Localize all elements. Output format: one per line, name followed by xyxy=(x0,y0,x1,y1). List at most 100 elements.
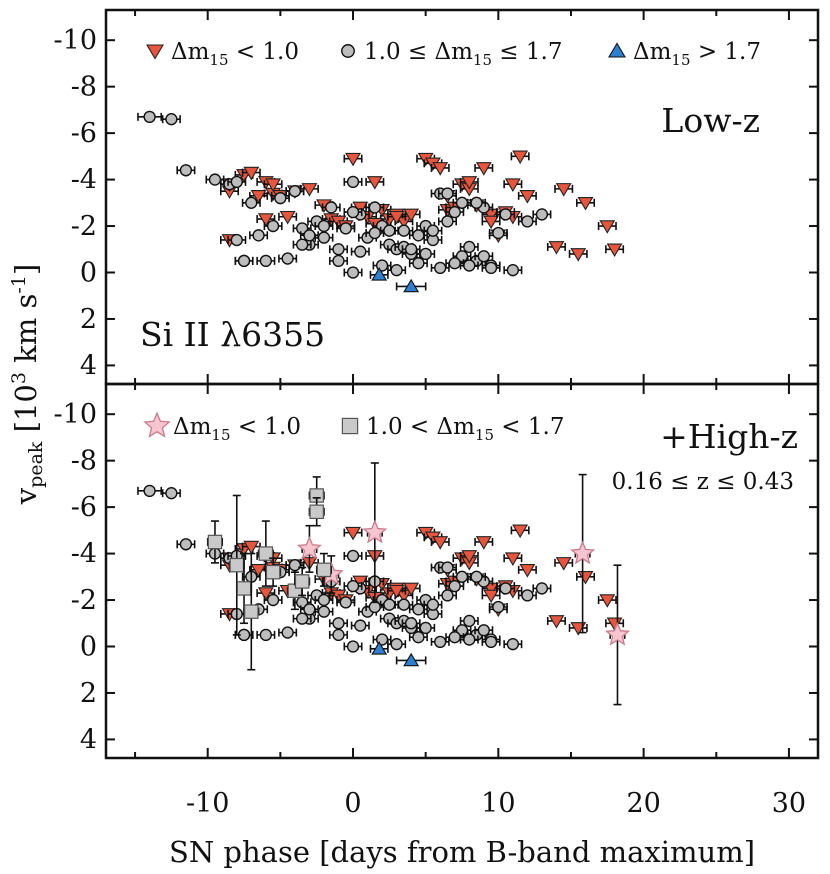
point-triangle-down xyxy=(504,178,521,192)
y-axis-units-exponent: 3 xyxy=(8,372,30,384)
point-circle xyxy=(434,261,447,275)
point-circle xyxy=(441,589,454,602)
legend-top: Δm15 < 1.0 1.0 ≤ Δm15 ≤ 1.7 Δm15 > 1.7 xyxy=(146,39,761,69)
point-circle xyxy=(230,175,243,189)
point-square xyxy=(207,534,223,550)
point-circle xyxy=(237,254,251,268)
point-triangle-down xyxy=(548,615,565,629)
point-circle xyxy=(448,257,461,270)
legend-marker-triangle-down xyxy=(146,44,164,60)
y-tick-label: -6 xyxy=(71,492,97,523)
point-triangle-down xyxy=(461,176,478,190)
y-tick-label: -8 xyxy=(71,446,97,477)
y-tick-label: 2 xyxy=(80,678,97,709)
y-tick-label: -10 xyxy=(54,399,97,430)
point-circle xyxy=(266,219,280,233)
point-circle xyxy=(404,243,418,256)
point-circle xyxy=(397,598,411,611)
point-triangle-down xyxy=(257,587,274,601)
point-circle xyxy=(143,484,156,498)
point-circle xyxy=(477,250,490,263)
point-circle xyxy=(296,222,309,235)
point-square xyxy=(236,581,252,596)
point-circle xyxy=(317,605,331,618)
point-triangle-down xyxy=(555,557,572,571)
y-tick-label: 0 xyxy=(80,631,97,662)
y-tick-label: -10 xyxy=(54,25,97,56)
point-circle xyxy=(441,187,454,200)
data-points-top xyxy=(137,110,625,293)
legend-label-subscript: 15 xyxy=(209,51,228,69)
point-triangle-down xyxy=(519,564,536,578)
point-circle xyxy=(535,208,549,221)
point-triangle-down xyxy=(250,190,267,204)
y-axis-units-prefix: [10 xyxy=(9,384,43,441)
y-tick-label: 4 xyxy=(80,350,97,381)
x-tick-labels: -10 0 10 20 30 xyxy=(186,788,806,819)
y-tick-label: -4 xyxy=(71,539,97,570)
point-circle xyxy=(296,596,309,609)
point-circle xyxy=(390,638,403,651)
point-circle xyxy=(441,561,454,574)
legend-label-symbol: Δm xyxy=(434,39,473,65)
point-circle xyxy=(332,254,345,268)
y-axis-title: vpeak [103 km s-1] xyxy=(8,264,47,505)
point-circle xyxy=(448,205,461,219)
point-triangle-down xyxy=(301,183,318,197)
point-circle xyxy=(426,598,440,611)
point-circle xyxy=(259,254,272,268)
x-tick-label: 0 xyxy=(344,788,361,819)
legend-label-rest: ≤ 1.7 xyxy=(492,39,562,65)
panel-label-high-z: +High-z xyxy=(660,417,798,456)
y-tick-label: 2 xyxy=(80,304,97,335)
point-circle xyxy=(419,621,432,635)
point-square xyxy=(309,504,324,520)
x-tick-label: 20 xyxy=(626,788,660,819)
point-circle xyxy=(281,252,294,265)
point-circle xyxy=(463,614,476,628)
legend-label-rest: < 1.0 xyxy=(229,39,299,65)
point-circle xyxy=(470,570,483,583)
point-triangle-down xyxy=(599,594,616,608)
legend-label-subscript: 15 xyxy=(475,426,494,444)
x-axis-title: SN phase [days from B-band maximum] xyxy=(169,835,755,869)
point-star xyxy=(362,519,388,544)
point-circle xyxy=(477,624,490,637)
point-square xyxy=(265,564,281,580)
point-circle xyxy=(463,633,476,646)
y-axis-units-suffix: ] xyxy=(9,264,43,275)
point-square xyxy=(294,574,310,589)
point-circle xyxy=(383,224,396,237)
legend-label-rest: < 1.0 xyxy=(231,414,301,440)
legend-label-rest: < 1.7 xyxy=(494,414,564,440)
legend-label: Δm15 < 1.0 xyxy=(173,414,301,444)
point-triangle-down xyxy=(243,540,260,555)
point-circle xyxy=(535,582,549,595)
point-circle xyxy=(296,238,309,251)
point-circle xyxy=(368,600,381,614)
point-circle xyxy=(303,603,316,616)
point-triangle-down xyxy=(512,150,529,165)
point-circle xyxy=(179,538,193,551)
point-square xyxy=(244,604,259,619)
point-circle xyxy=(346,205,360,219)
point-triangle-down xyxy=(599,220,616,234)
point-triangle-down xyxy=(403,208,420,223)
point-circle xyxy=(230,233,243,247)
point-triangle-down xyxy=(475,162,492,176)
point-circle xyxy=(317,219,331,233)
legend-label-prefix: 1.0 < xyxy=(366,414,436,440)
tick-group-bottom: -10 -8 -6 -4 -2 0 2 4 xyxy=(54,384,818,758)
point-circle xyxy=(325,201,338,214)
point-triangle-down xyxy=(548,241,565,255)
point-triangle-down xyxy=(483,215,500,230)
line-label: Si II λ6355 xyxy=(140,315,325,354)
point-circle xyxy=(484,635,498,649)
point-circle xyxy=(426,224,440,237)
point-circle xyxy=(346,579,360,593)
point-star xyxy=(296,535,322,560)
x-tick-label: -10 xyxy=(186,788,229,819)
point-circle xyxy=(339,596,352,609)
point-square xyxy=(258,546,274,561)
